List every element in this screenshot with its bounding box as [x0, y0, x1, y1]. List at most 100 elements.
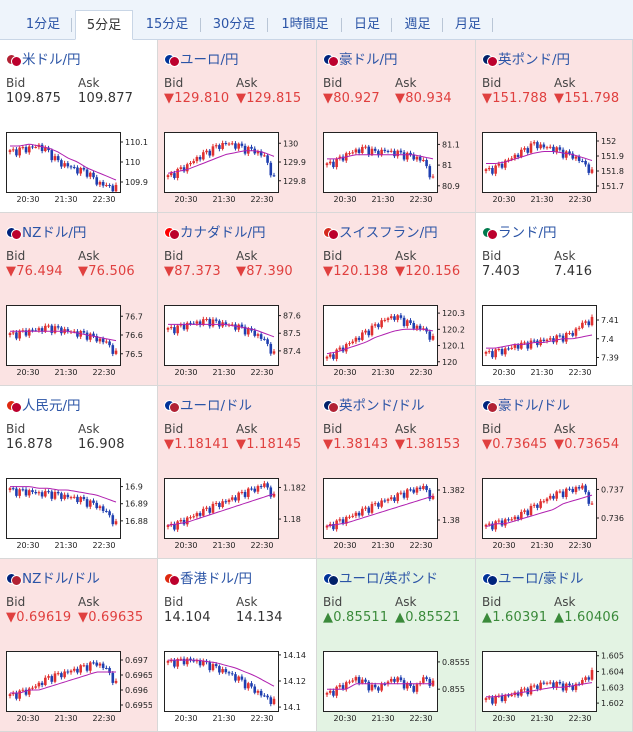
- tab-6[interactable]: 週足: [392, 10, 443, 40]
- candlestick-chart[interactable]: 76.7 76.6 76.5 20:30 21:30 22:30: [6, 303, 152, 379]
- candle-body: [214, 502, 218, 504]
- candle-body: [243, 492, 247, 497]
- ask-value: ▼87.390: [236, 264, 293, 279]
- x-tick-label: 21:30: [212, 368, 235, 377]
- pair-title-link[interactable]: NZドル/円: [6, 221, 86, 241]
- candlestick-chart[interactable]: 0.737 0.736 20:30 21:30 22:30: [482, 476, 628, 552]
- pair-title-link[interactable]: ランド/円: [482, 221, 557, 241]
- candlestick-chart[interactable]: 16.9 16.89 16.88 20:30 21:30 22:30: [6, 476, 152, 552]
- candlestick-chart[interactable]: 1.605 1.604 1.603 1.602 20:30 21:30 22:30: [482, 649, 628, 725]
- candle-body: [166, 660, 170, 663]
- candle-body: [27, 146, 31, 153]
- candle-body: [497, 163, 501, 166]
- candle-body: [325, 163, 329, 166]
- candle-body: [428, 166, 432, 178]
- candle-body: [542, 339, 546, 341]
- x-tick-label: 20:30: [492, 195, 515, 204]
- tab-7[interactable]: 月足: [443, 10, 493, 40]
- rate-card[interactable]: 豪ドル/円 Bid Ask ▼80.927 ▼80.934 81.1 81 80.9 20:30…: [317, 40, 476, 213]
- rate-card[interactable]: NZドル/円 Bid Ask ▼76.494 ▼76.506 76.7 76.6 76.5 20…: [0, 213, 158, 386]
- candlestick-chart[interactable]: 130 129.9 129.8 20:30 21:30 22:30: [164, 130, 310, 206]
- candle-body: [558, 335, 562, 337]
- candle-body: [523, 148, 526, 150]
- candle-body: [510, 695, 513, 697]
- y-tick-label: 87.4: [283, 347, 301, 356]
- candle-body: [92, 662, 95, 664]
- x-tick-label: 20:30: [174, 714, 197, 723]
- pair-title-link[interactable]: 香港ドル/円: [164, 567, 252, 587]
- pair-title-link[interactable]: 豪ドル/ドル: [482, 394, 570, 414]
- pair-title-link[interactable]: 豪ドル/円: [323, 48, 398, 68]
- candle-body: [516, 516, 520, 520]
- rate-card[interactable]: NZドル/ドル Bid Ask ▼0.69619 ▼0.69635 0.697 0.6965…: [0, 559, 158, 732]
- candlestick-chart[interactable]: 120.3 120.2 120.1 120 20:30 21:30 22:30: [323, 303, 469, 379]
- tab-0[interactable]: 1分足: [14, 10, 72, 40]
- rate-card[interactable]: ユーロ/英ポンド Bid Ask ▲0.85511 ▲0.85521 0.8555 0.85…: [317, 559, 476, 732]
- pair-title-link[interactable]: ユーロ/円: [164, 48, 239, 68]
- candlestick-chart[interactable]: 7.41 7.4 7.39 20:30 21:30 22:30: [482, 303, 628, 379]
- bid-label: Bid: [164, 76, 184, 90]
- candlestick-chart[interactable]: 152 151.9 151.8 151.7 20:30 21:30 22:30: [482, 130, 628, 206]
- pair-title-link[interactable]: 米ドル/円: [6, 48, 81, 68]
- rate-card[interactable]: カナダドル/円 Bid Ask ▼87.373 ▼87.390 87.6 87.5 87.4 2…: [158, 213, 317, 386]
- candle-body: [361, 332, 364, 340]
- tab-4[interactable]: 1時間足: [268, 10, 342, 40]
- pair-title-link[interactable]: スイスフラン/円: [323, 221, 438, 241]
- rate-card[interactable]: 米ドル/円 Bid Ask 109.875 109.877 110.1 110 109.9 20…: [0, 40, 158, 213]
- rate-card[interactable]: ランド/円 Bid Ask 7.403 7.416 7.41 7.4 7.39 20:30 21:…: [476, 213, 633, 386]
- tab-3[interactable]: 30分足: [200, 10, 268, 40]
- candle-body: [581, 680, 584, 685]
- rate-card[interactable]: 人民元/円 Bid Ask 16.878 16.908 16.9 16.89 16.88 20:…: [0, 386, 158, 559]
- candle-body: [24, 330, 28, 336]
- rate-card[interactable]: 英ポンド/円 Bid Ask ▼151.788 ▼151.798 152 151.9 151.…: [476, 40, 633, 213]
- bid-number: 0.69619: [16, 610, 72, 625]
- tab-5[interactable]: 日足: [342, 10, 392, 40]
- rate-card[interactable]: スイスフラン/円 Bid Ask ▼120.138 ▼120.156 120.3 120.2…: [317, 213, 476, 386]
- candle-body: [341, 519, 345, 524]
- tab-1[interactable]: 5分足: [75, 10, 133, 40]
- candle-body: [380, 500, 383, 507]
- pair-title-link[interactable]: 英ポンド/ドル: [323, 394, 425, 414]
- bid-label: Bid: [6, 249, 26, 263]
- rate-card[interactable]: 豪ドル/ドル Bid Ask ▼0.73645 ▼0.73654 0.737 0.736 20…: [476, 386, 633, 559]
- candlestick-chart[interactable]: 110.1 110 109.9 20:30 21:30 22:30: [6, 130, 152, 206]
- ask-value: 16.908: [78, 437, 125, 452]
- candlestick-chart[interactable]: 87.6 87.5 87.4 20:30 21:30 22:30: [164, 303, 310, 379]
- candle-body: [565, 488, 568, 498]
- candle-body: [389, 150, 393, 152]
- candle-body: [92, 172, 95, 178]
- y-tick-label: 110.1: [125, 138, 148, 147]
- pair-title-link[interactable]: カナダドル/円: [164, 221, 266, 241]
- candle-body: [269, 487, 273, 497]
- candlestick-chart[interactable]: 0.697 0.6965 0.696 0.6955 20:30 21:30 22:30: [6, 649, 152, 725]
- pair-title-link[interactable]: ユーロ/ドル: [164, 394, 252, 414]
- candle-body: [428, 679, 432, 686]
- candlestick-chart[interactable]: 0.8555 0.855 20:30 21:30 22:30: [323, 649, 469, 725]
- candle-body: [189, 517, 192, 519]
- candle-body: [37, 682, 41, 687]
- candlestick-chart[interactable]: 1.182 1.18 20:30 21:30 22:30: [164, 476, 310, 552]
- tab-2[interactable]: 15分足: [133, 10, 201, 40]
- candle-body: [179, 324, 183, 326]
- candlestick-chart[interactable]: 81.1 81 80.9 20:30 21:30 22:30: [323, 130, 469, 206]
- rate-card[interactable]: ユーロ/円 Bid Ask ▼129.810 ▼129.815 130 129.9 129.8…: [158, 40, 317, 213]
- pair-title-link[interactable]: ユーロ/英ポンド: [323, 567, 438, 587]
- ask-value: ▼1.18145: [236, 437, 301, 452]
- rate-card[interactable]: ユーロ/ドル Bid Ask ▼1.18141 ▼1.18145 1.182 1.18 20:…: [158, 386, 317, 559]
- candle-body: [53, 492, 57, 499]
- pair-title-link[interactable]: 英ポンド/円: [482, 48, 570, 68]
- candlestick-chart[interactable]: 14.14 14.12 14.1 20:30 21:30 22:30: [164, 649, 310, 725]
- candle-body: [227, 672, 231, 674]
- candle-body: [361, 679, 364, 684]
- rate-card[interactable]: 香港ドル/円 Bid Ask 14.104 14.134 14.14 14.12 14.1 20…: [158, 559, 317, 732]
- bid-label: Bid: [6, 595, 26, 609]
- rate-card[interactable]: 英ポンド/ドル Bid Ask ▼1.38143 ▼1.38153 1.382 1.38 20…: [317, 386, 476, 559]
- pair-title-link[interactable]: ユーロ/豪ドル: [482, 567, 584, 587]
- candle-body: [237, 676, 240, 681]
- candle-body: [105, 510, 108, 512]
- pair-title-link[interactable]: 人民元/円: [6, 394, 81, 414]
- pair-title-link[interactable]: NZドル/ドル: [6, 567, 100, 587]
- rate-card[interactable]: ユーロ/豪ドル Bid Ask ▲1.60391 ▲1.60406 1.605 1.604 1…: [476, 559, 633, 732]
- candlestick-chart[interactable]: 1.382 1.38 20:30 21:30 22:30: [323, 476, 469, 552]
- candle-body: [500, 520, 504, 526]
